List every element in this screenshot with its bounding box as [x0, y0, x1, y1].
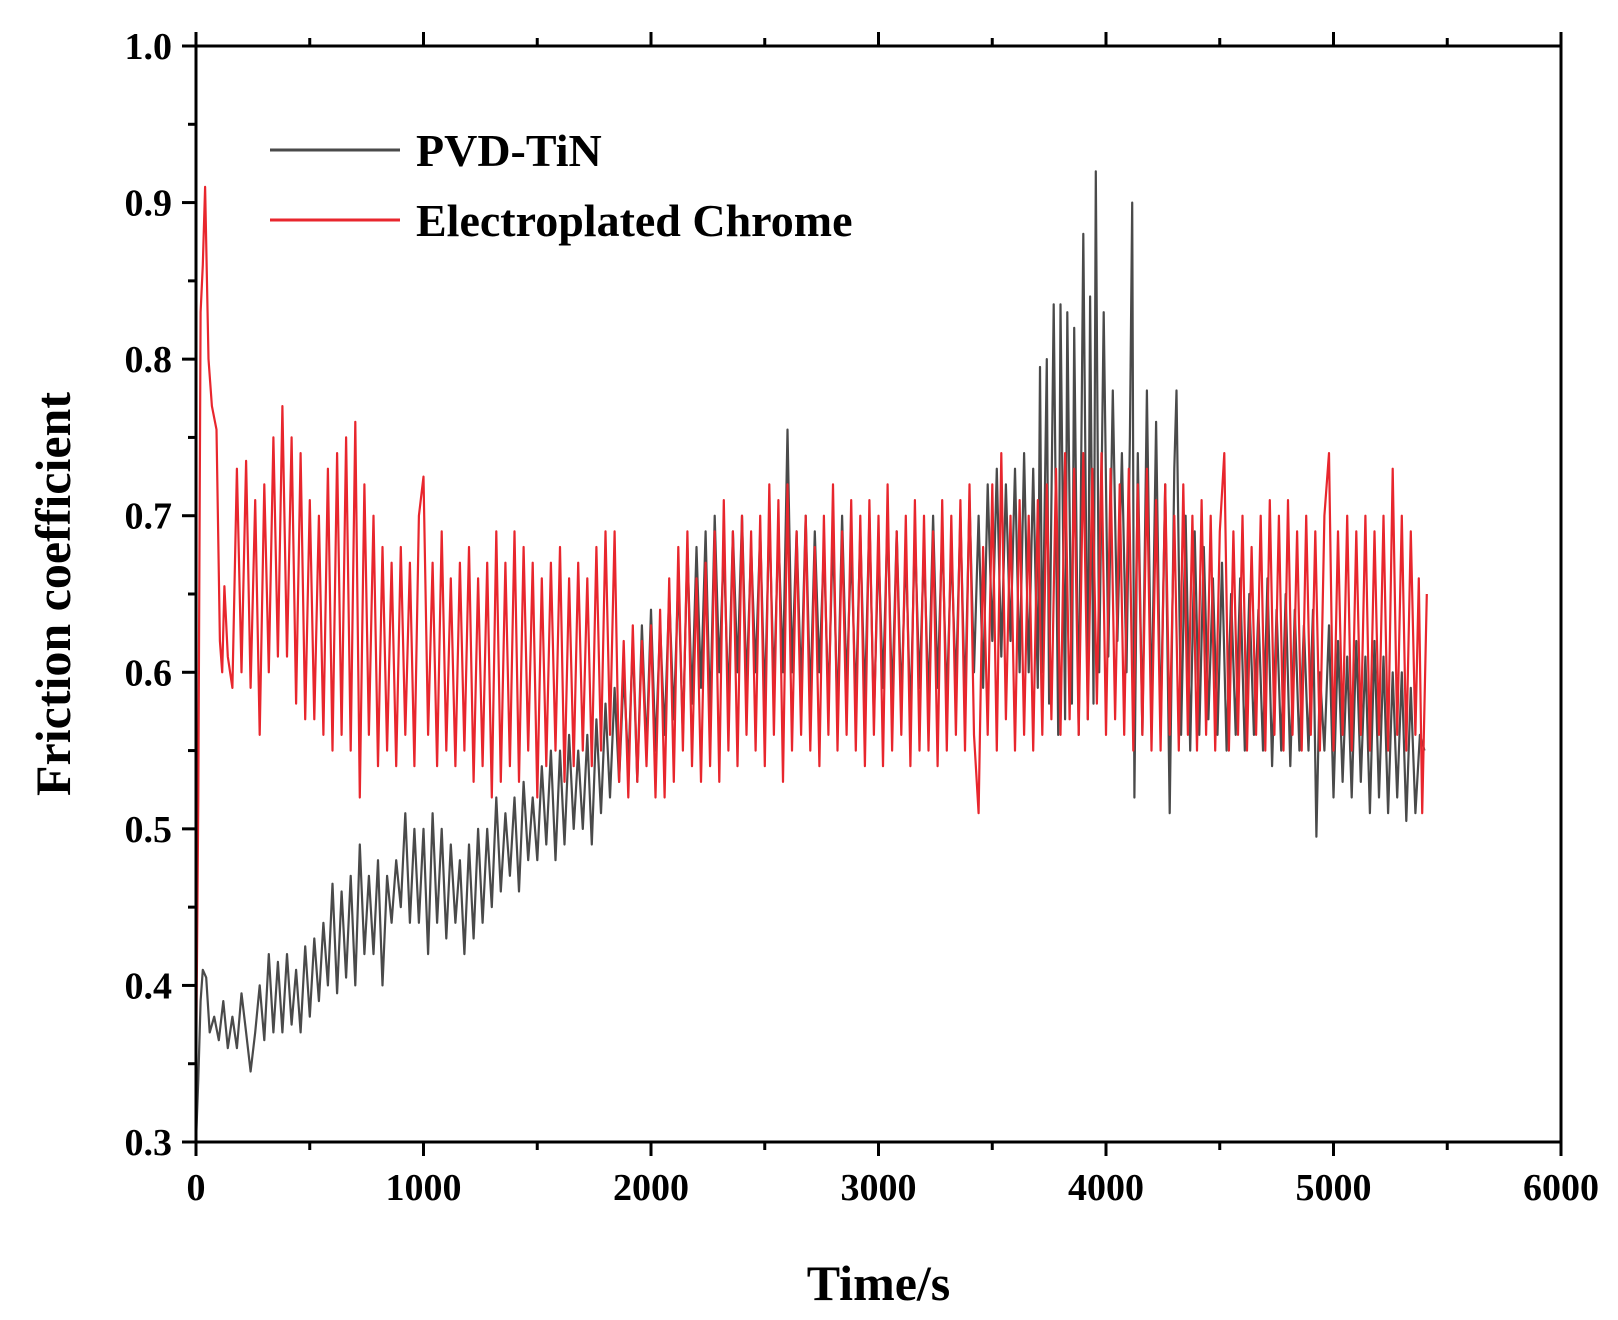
series-line-electroplated-chrome — [194, 185, 1428, 1080]
x-axis-title: Time/s — [807, 1255, 951, 1311]
x-tick-label: 1000 — [386, 1167, 462, 1209]
y-tick-label: 0.8 — [125, 339, 173, 381]
x-tick-label: 2000 — [613, 1167, 689, 1209]
x-tick-label: 5000 — [1296, 1167, 1372, 1209]
series-layer — [194, 170, 1428, 1143]
legend: PVD-TiN Electroplated Chrome — [270, 125, 853, 246]
legend-label-pvd-tin: PVD-TiN — [416, 125, 602, 176]
x-tick-label: 4000 — [1068, 1167, 1144, 1209]
y-tick-label: 0.6 — [125, 652, 173, 694]
x-tick-label: 6000 — [1523, 1167, 1599, 1209]
x-tick-label: 0 — [187, 1167, 206, 1209]
y-tick-label: 0.4 — [125, 965, 173, 1007]
legend-label-electroplated-chrome: Electroplated Chrome — [416, 195, 853, 246]
y-tick-label: 0.9 — [125, 183, 173, 225]
y-axis-title: Friction coefficient — [25, 392, 81, 796]
axes-layer: 0 1000 2000 3000 4000 5000 6000 0.3 0.4 0.5 0.6 0.7… — [125, 26, 1600, 1209]
y-tick-label: 0.5 — [125, 809, 173, 851]
y-tick-label: 1.0 — [125, 26, 173, 68]
x-tick-label: 3000 — [841, 1167, 917, 1209]
y-tick-label: 0.7 — [125, 496, 173, 538]
y-tick-label: 0.3 — [125, 1122, 173, 1164]
